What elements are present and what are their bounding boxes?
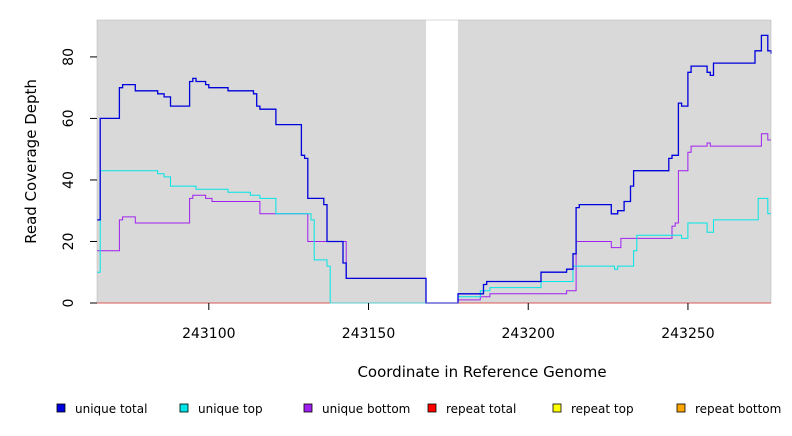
x-axis-title: Coordinate in Reference Genome [357, 363, 606, 381]
legend: unique total unique top unique bottom repea… [56, 402, 781, 416]
legend-label: unique total [75, 402, 147, 416]
legend-item: unique total [56, 402, 147, 416]
legend-label: unique bottom [322, 402, 410, 416]
y-tick-label: 40 [61, 171, 77, 189]
legend-swatch [303, 403, 313, 413]
y-tick-label: 60 [61, 110, 77, 128]
y-tick-label: 20 [61, 233, 77, 251]
legend-swatch [427, 403, 437, 413]
y-tick-label: 80 [61, 48, 77, 66]
legend-item: unique bottom [303, 402, 410, 416]
x-tick-label: 243150 [342, 326, 395, 342]
legend-swatch [676, 403, 686, 413]
legend-item: repeat bottom [676, 402, 781, 416]
legend-item: repeat top [552, 402, 634, 416]
coverage-gap [426, 20, 458, 303]
x-axis: 243100 243150 243200 243250 [182, 303, 715, 342]
y-axis: 0 20 40 60 80 [61, 48, 97, 307]
legend-label: unique top [198, 402, 263, 416]
legend-swatch [552, 403, 562, 413]
plot-frame [96, 19, 772, 304]
x-tick-label: 243200 [502, 326, 555, 342]
legend-item: unique top [179, 402, 263, 416]
legend-swatch [56, 403, 66, 413]
legend-item: repeat total [427, 402, 516, 416]
y-tick-label: 0 [61, 299, 77, 308]
legend-label: repeat bottom [695, 402, 781, 416]
legend-swatch [179, 403, 189, 413]
x-tick-label: 243250 [661, 326, 714, 342]
legend-label: repeat top [571, 402, 634, 416]
y-axis-title: Read Coverage Depth [22, 79, 40, 244]
x-tick-label: 243100 [182, 326, 235, 342]
legend-label: repeat total [446, 402, 516, 416]
series-line-unique-bottom [97, 133, 771, 304]
